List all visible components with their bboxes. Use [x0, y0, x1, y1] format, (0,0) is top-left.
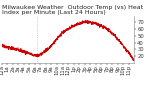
- Text: Milwaukee Weather  Outdoor Temp (vs) Heat Index per Minute (Last 24 Hours): Milwaukee Weather Outdoor Temp (vs) Heat…: [2, 5, 143, 15]
